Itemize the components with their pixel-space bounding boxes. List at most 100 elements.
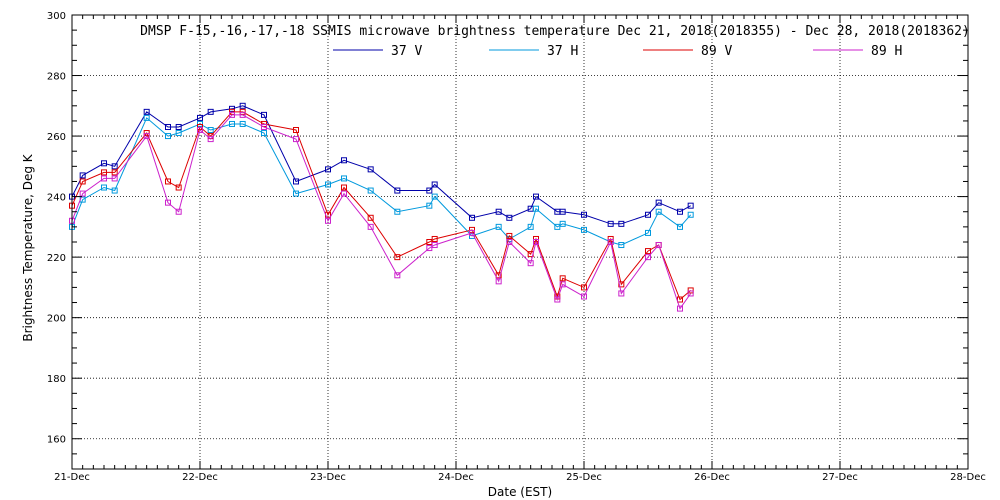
data-point — [431, 242, 438, 249]
x-tick-label: 24-Dec — [438, 472, 474, 483]
data-point — [581, 284, 587, 291]
data-point — [394, 272, 401, 279]
data-point — [618, 220, 625, 227]
data-point — [431, 235, 438, 242]
series-89-h — [69, 111, 694, 312]
data-point — [79, 172, 86, 179]
data-point — [175, 184, 182, 191]
data-point — [367, 223, 374, 230]
data-point — [677, 208, 683, 215]
y-tick-label: 220 — [47, 253, 66, 264]
data-point — [101, 169, 107, 176]
series-37-h — [69, 114, 694, 249]
legend: 37 V 37 H 89 V 89 H — [333, 44, 902, 59]
data-point — [394, 187, 401, 194]
data-point — [426, 187, 433, 194]
data-point — [143, 114, 150, 121]
data-point — [655, 242, 662, 249]
data-point — [554, 223, 561, 230]
data-point — [431, 181, 438, 188]
x-tick-label: 21-Dec — [54, 472, 90, 483]
data-point — [341, 157, 347, 164]
y-tick-label: 300 — [47, 11, 66, 22]
x-tick-label: 26-Dec — [694, 472, 730, 483]
data-point — [239, 102, 246, 109]
data-point — [618, 281, 625, 288]
x-axis-label: Date (EST) — [488, 485, 552, 499]
series-line — [71, 111, 692, 301]
legend-item: 37 H — [489, 44, 578, 59]
data-point — [197, 114, 203, 121]
data-point — [367, 187, 374, 194]
data-point — [506, 239, 513, 245]
data-point — [645, 211, 651, 218]
data-point — [527, 223, 534, 230]
data-point — [101, 160, 107, 167]
x-axis: 21-Dec 22-Dec 23-Dec 24-Dec 25-Dec 26-Dec 27-D… — [54, 15, 986, 483]
x-tick-label: 25-Dec — [566, 472, 602, 483]
data-point — [533, 193, 539, 200]
data-point — [207, 108, 214, 115]
data-point — [261, 123, 267, 130]
data-point — [111, 169, 118, 176]
data-point — [207, 127, 214, 134]
data-point — [559, 208, 566, 215]
data-point — [165, 133, 171, 140]
data-point — [527, 260, 534, 267]
data-point — [645, 248, 651, 255]
x-tick-label: 22-Dec — [182, 472, 218, 483]
data-point — [293, 127, 299, 134]
data-point — [293, 190, 299, 197]
data-point — [325, 166, 331, 173]
legend-label: 89 H — [871, 44, 902, 59]
series-line — [71, 114, 692, 310]
data-point — [554, 296, 561, 303]
data-point — [559, 220, 566, 227]
data-point — [677, 296, 683, 303]
data-point — [581, 226, 587, 233]
data-point — [495, 272, 502, 279]
data-point — [293, 136, 299, 143]
data-point — [533, 205, 539, 212]
y-tick-label: 180 — [47, 374, 66, 385]
data-point — [175, 123, 182, 130]
x-tick-label: 28-Dec — [950, 472, 986, 483]
data-point — [111, 163, 118, 170]
data-point — [426, 239, 433, 245]
series-line — [71, 117, 692, 246]
y-tick-label: 260 — [47, 132, 66, 143]
data-point — [655, 199, 662, 206]
legend-label: 89 V — [701, 44, 732, 59]
data-point — [165, 178, 171, 185]
data-point — [341, 190, 347, 197]
data-point — [229, 108, 235, 115]
data-point — [197, 127, 203, 134]
data-point — [469, 214, 475, 221]
x-tick-label: 23-Dec — [310, 472, 346, 483]
data-point — [426, 202, 433, 209]
data-point — [261, 130, 267, 137]
data-point — [175, 130, 182, 137]
data-point — [581, 211, 587, 218]
series-37-v — [69, 102, 694, 227]
y-tick-label: 160 — [47, 435, 66, 446]
data-point — [143, 133, 150, 140]
data-point — [229, 105, 235, 112]
y-axis-label: Brightness Temperature, Deg K — [21, 153, 35, 341]
data-point — [207, 136, 214, 143]
data-point — [607, 239, 614, 245]
data-point — [559, 281, 566, 288]
data-point — [143, 108, 150, 115]
data-point — [533, 239, 539, 245]
data-point — [165, 199, 171, 206]
data-point — [687, 290, 694, 297]
data-point — [687, 211, 694, 218]
data-point — [239, 120, 246, 127]
series-line — [71, 105, 691, 225]
y-tick-label: 240 — [47, 193, 66, 204]
data-point — [175, 208, 182, 215]
data-point — [495, 278, 502, 285]
chart-title: DMSP F-15,-16,-17,-18 SSMIS microwave br… — [140, 24, 970, 39]
data-point — [607, 220, 614, 227]
